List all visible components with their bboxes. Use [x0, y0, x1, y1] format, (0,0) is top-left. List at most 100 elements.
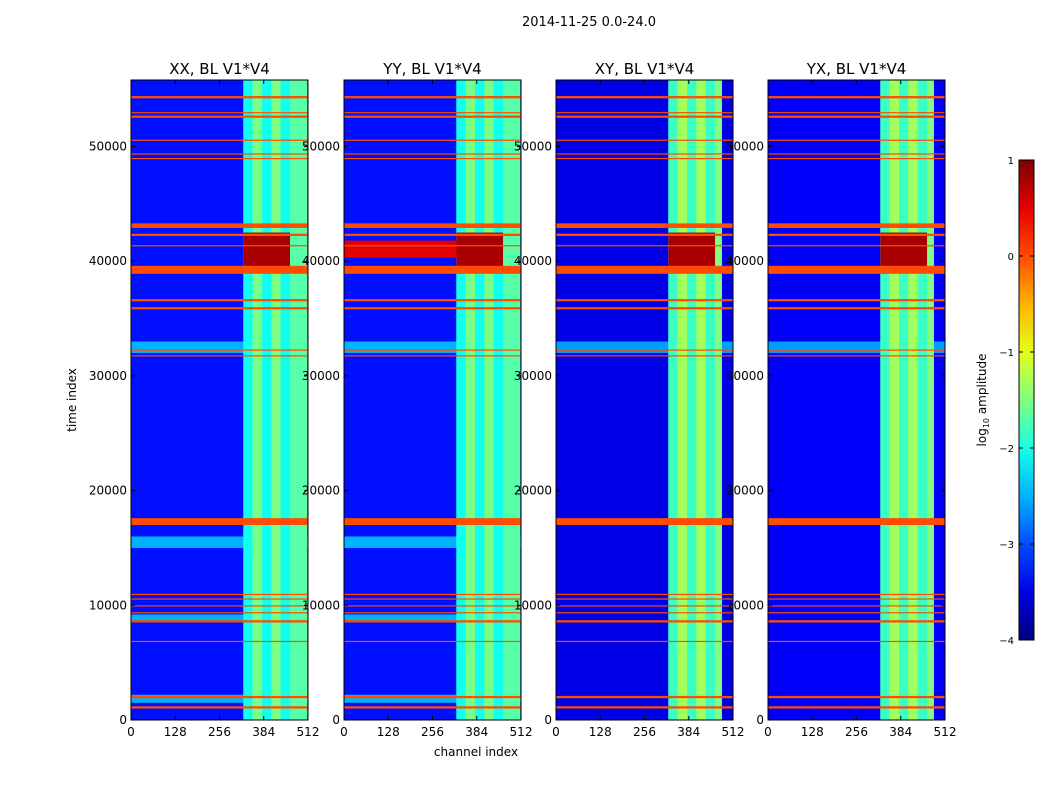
flagged-row	[556, 115, 733, 118]
heatmap-band-column	[262, 80, 272, 720]
colorbar-label: log10 amplitude	[975, 354, 991, 447]
heatmap-stripe	[556, 341, 733, 353]
flagged-row	[344, 157, 521, 160]
flagged-row	[556, 355, 733, 357]
flagged-row	[556, 695, 733, 699]
y-tick-label: 50000	[89, 140, 127, 154]
flagged-row	[556, 299, 733, 302]
flagged-row	[131, 349, 308, 351]
flagged-row	[556, 605, 733, 607]
flagged-row	[131, 307, 308, 310]
x-tick-label: 256	[633, 725, 656, 739]
flagged-row	[556, 598, 733, 600]
heatmap-band-column	[243, 80, 253, 720]
flagged-row	[131, 115, 308, 118]
flagged-row	[556, 620, 733, 623]
colorbar-tick-label: −4	[999, 636, 1014, 647]
x-tick-label: 0	[764, 725, 772, 739]
flagged-row	[768, 640, 945, 643]
flagged-row	[556, 640, 733, 643]
heatmap-band-column	[908, 80, 918, 720]
flagged-row	[344, 233, 521, 236]
flagged-row	[768, 223, 945, 228]
colorbar-label-base: log	[975, 428, 989, 446]
heatmap-band-column	[899, 80, 909, 720]
y-tick-label: 20000	[302, 484, 340, 498]
flagged-row	[556, 349, 733, 351]
heatmap-band-column	[493, 80, 504, 720]
panel-2: YY, BL V1*V4 0 128 256 384 512 0 10000 20000 3000…	[302, 60, 533, 739]
heatmap-band-column	[687, 80, 697, 720]
flagged-row	[768, 620, 945, 623]
flagged-row	[131, 695, 308, 699]
x-tick-label: 128	[589, 725, 612, 739]
y-tick-label: 10000	[514, 598, 552, 612]
x-tick-label: 0	[552, 725, 560, 739]
y-tick-label: 10000	[89, 598, 127, 612]
x-tick-label: 384	[677, 725, 700, 739]
flagged-row	[768, 706, 945, 709]
colorbar-tick-label: −1	[999, 348, 1014, 359]
flagged-row	[556, 518, 733, 526]
x-tick-label: 384	[252, 725, 275, 739]
heatmap-band-column	[880, 80, 890, 720]
flagged-row	[131, 112, 308, 114]
colorbar-tick-label: 1	[1008, 156, 1014, 167]
flagged-row	[131, 612, 308, 614]
flagged-row	[556, 593, 733, 596]
flagged-row	[768, 598, 945, 600]
heatmap-image	[556, 80, 733, 720]
flagged-row	[768, 265, 945, 274]
flagged-row	[344, 518, 521, 526]
heatmap-band-column	[677, 80, 688, 720]
flagged-row	[556, 265, 733, 274]
y-tick-label: 20000	[89, 484, 127, 498]
flagged-row	[131, 96, 308, 99]
y-tick-label: 10000	[726, 598, 764, 612]
flagged-row	[768, 153, 945, 155]
heatmap-band-column	[705, 80, 716, 720]
flagged-row	[768, 307, 945, 310]
flagged-row	[344, 605, 521, 607]
flagged-row	[344, 153, 521, 155]
panel-3: XY, BL V1*V4 0 128 256 384 512 0 10000 20000 3000…	[514, 60, 745, 739]
heatmap-band-column	[889, 80, 900, 720]
y-tick-label: 0	[332, 713, 340, 727]
heatmap-band-column	[456, 80, 466, 720]
heatmap-bright-block	[880, 232, 928, 267]
x-tick-label: 256	[421, 725, 444, 739]
y-tick-label: 20000	[726, 484, 764, 498]
colorbar: 1 0 −1 −2 −3 −4	[999, 156, 1035, 647]
flagged-row	[344, 612, 521, 614]
colorbar-gradient	[1018, 159, 1035, 641]
heatmap-stripe	[344, 341, 521, 353]
x-tick-label: 512	[510, 725, 533, 739]
flagged-row	[768, 349, 945, 351]
heatmap-bright-block	[456, 232, 504, 267]
heatmap-band-column	[696, 80, 706, 720]
heatmap-stripe	[344, 614, 521, 623]
flagged-row	[131, 157, 308, 160]
flagged-row	[556, 153, 733, 155]
panel-title: YX, BL V1*V4	[806, 60, 907, 78]
flagged-row	[768, 593, 945, 596]
flagged-row	[131, 265, 308, 274]
x-tick-label: 0	[127, 725, 135, 739]
flagged-row	[344, 96, 521, 99]
flagged-row	[131, 139, 308, 141]
x-tick-label: 128	[377, 725, 400, 739]
y-tick-label: 10000	[302, 598, 340, 612]
flagged-row	[131, 640, 308, 643]
flagged-row	[344, 299, 521, 302]
flagged-row	[768, 96, 945, 99]
heatmap-stripe	[344, 536, 521, 548]
flagged-row	[344, 307, 521, 310]
flagged-row	[556, 706, 733, 709]
flagged-row	[344, 706, 521, 709]
heatmap-bright-block	[243, 232, 291, 267]
flagged-row	[131, 355, 308, 357]
flagged-row	[344, 349, 521, 351]
flagged-row	[768, 612, 945, 614]
flagged-row	[768, 115, 945, 118]
y-axis-label: time index	[65, 368, 79, 432]
